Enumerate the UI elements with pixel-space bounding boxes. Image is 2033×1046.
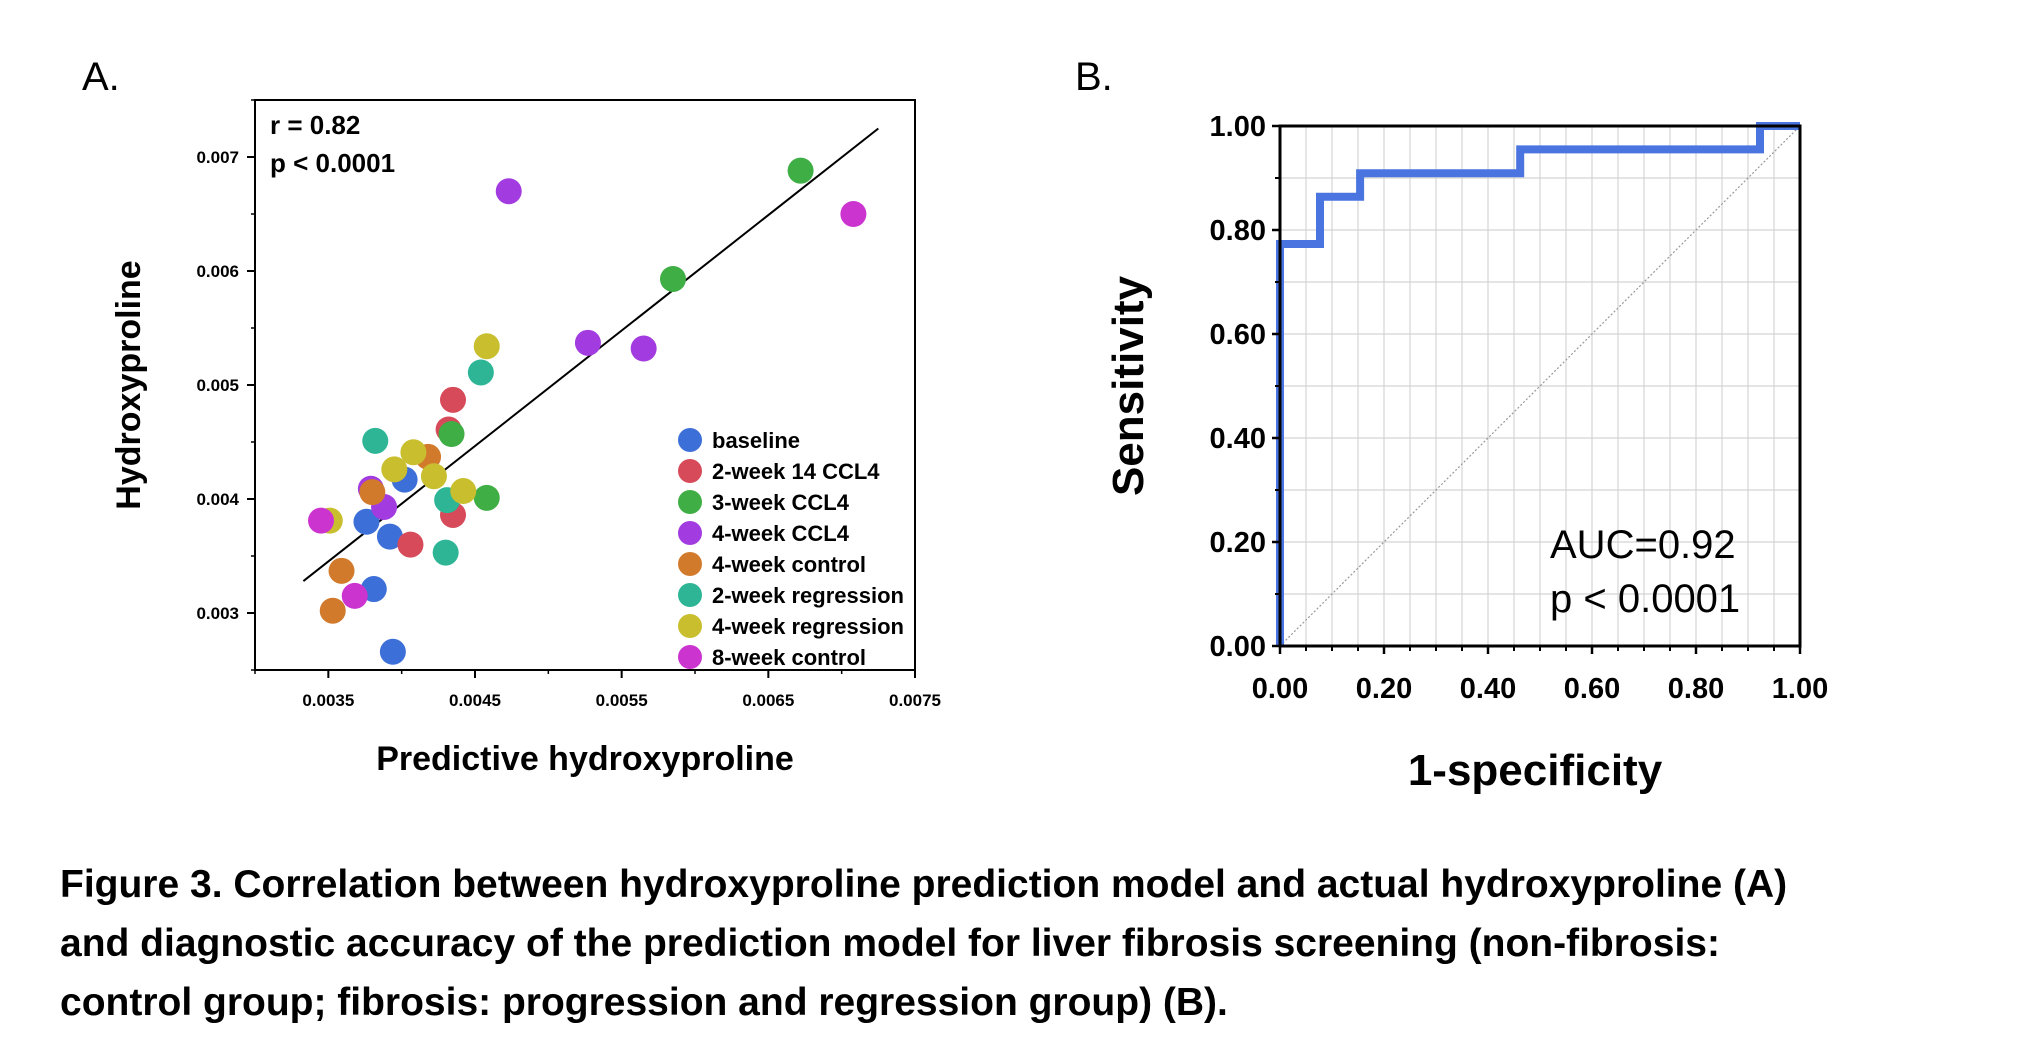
panel-a-plot-frame xyxy=(254,99,916,671)
data-point xyxy=(319,597,346,624)
roc-curve xyxy=(1276,122,1800,646)
data-point xyxy=(630,335,657,362)
panel-b: B. 0.00 0.20 0.40 0.60 0.80 1.00 0.00 0.20 0.40… xyxy=(1075,55,1828,795)
panel-b-y-axis-label: Sensitivity xyxy=(1104,275,1153,496)
data-point xyxy=(359,479,386,506)
data-point xyxy=(787,157,814,184)
y-tick-label: 0.60 xyxy=(1210,319,1266,351)
legend-marker xyxy=(678,521,702,545)
caption-line: control group; fibrosis: progression and… xyxy=(60,981,1228,1024)
data-point xyxy=(440,386,466,413)
y-tick-label: 0.004 xyxy=(196,490,239,509)
x-tick-label: 0.80 xyxy=(1668,673,1724,705)
caption-line: Figure 3. Correlation between hydroxypro… xyxy=(60,863,1788,906)
legend-label: 4-week regression xyxy=(712,614,904,639)
reference-diagonal xyxy=(1279,125,1801,647)
data-point xyxy=(495,178,522,205)
x-tick-label: 0.0075 xyxy=(889,691,941,710)
x-tick-label: 0.0045 xyxy=(449,691,501,710)
figure-canvas: A. 0.0035 0.0045 0.0055 0.0065 0.0075 0.003 0… xyxy=(82,55,1828,795)
figure-caption: Figure 3. Correlation between hydroxypro… xyxy=(60,855,2020,1032)
legend-label: 2-week regression xyxy=(712,583,904,608)
y-tick-label: 0.007 xyxy=(196,148,239,167)
data-point xyxy=(362,427,389,454)
data-point xyxy=(574,329,601,356)
y-tick-label: 0.40 xyxy=(1210,423,1266,455)
y-tick-label: 0.005 xyxy=(196,376,239,395)
x-tick-label: 0.40 xyxy=(1460,673,1516,705)
x-tick-label: 0.0065 xyxy=(742,691,794,710)
legend-label: 4-week CCL4 xyxy=(712,521,850,546)
data-point xyxy=(473,484,500,511)
data-point xyxy=(473,333,500,360)
panel-a-y-axis-label: Hydroxyproline xyxy=(110,260,148,509)
legend-label: baseline xyxy=(712,428,800,453)
x-tick-label: 0.0055 xyxy=(596,691,648,710)
data-point xyxy=(400,439,427,466)
y-tick-label: 1.00 xyxy=(1210,111,1266,143)
data-point xyxy=(328,557,355,584)
legend-marker xyxy=(678,459,702,483)
data-point xyxy=(353,508,380,535)
data-point xyxy=(420,463,447,490)
panel-b-p-value: p < 0.0001 xyxy=(1550,577,1740,621)
y-tick-label: 0.80 xyxy=(1210,215,1266,247)
data-point xyxy=(660,265,686,292)
x-tick-label: 0.60 xyxy=(1564,673,1620,705)
y-tick-label: 0.006 xyxy=(196,262,239,281)
x-tick-label: 0.0035 xyxy=(302,691,354,710)
legend-label: 4-week control xyxy=(712,552,866,577)
panel-b-label: B. xyxy=(1075,55,1113,99)
x-tick-label: 0.00 xyxy=(1252,673,1308,705)
data-point xyxy=(438,421,465,448)
data-point xyxy=(397,531,424,558)
panel-a-x-axis-label: Predictive hydroxyproline xyxy=(376,740,794,778)
legend-marker xyxy=(678,552,702,576)
panel-a-legend: baseline 2-week 14 CCL4 3-week CCL4 4-week … xyxy=(678,428,904,670)
legend-marker xyxy=(678,428,702,452)
panel-b-x-axis-label: 1-specificity xyxy=(1408,746,1663,795)
data-point xyxy=(379,638,406,665)
panel-a-r-value: r = 0.82 xyxy=(270,110,360,140)
legend-label: 8-week control xyxy=(712,645,866,670)
data-point xyxy=(308,507,334,534)
x-tick-label: 0.20 xyxy=(1356,673,1412,705)
data-point xyxy=(376,523,403,550)
panel-a-label: A. xyxy=(82,55,120,99)
data-point xyxy=(432,539,459,566)
legend-marker xyxy=(678,490,702,514)
legend-marker xyxy=(678,614,702,638)
panel-a-p-value: p < 0.0001 xyxy=(270,148,395,178)
legend-label: 2-week 14 CCL4 xyxy=(712,459,880,484)
data-point xyxy=(341,582,368,609)
x-tick-label: 1.00 xyxy=(1772,673,1828,705)
data-point xyxy=(840,201,867,227)
data-point xyxy=(450,478,477,505)
data-point xyxy=(467,359,494,386)
data-point xyxy=(381,456,408,483)
y-tick-label: 0.00 xyxy=(1210,631,1266,663)
y-tick-label: 0.003 xyxy=(196,604,239,623)
legend-label: 3-week CCL4 xyxy=(712,490,850,515)
legend-marker xyxy=(678,645,702,669)
legend-marker xyxy=(678,583,702,607)
caption-line: and diagnostic accuracy of the predictio… xyxy=(60,922,1720,965)
panel-b-auc: AUC=0.92 xyxy=(1550,523,1736,567)
panel-a: A. 0.0035 0.0045 0.0055 0.0065 0.0075 0.003 0… xyxy=(82,55,941,778)
y-tick-label: 0.20 xyxy=(1210,527,1266,559)
